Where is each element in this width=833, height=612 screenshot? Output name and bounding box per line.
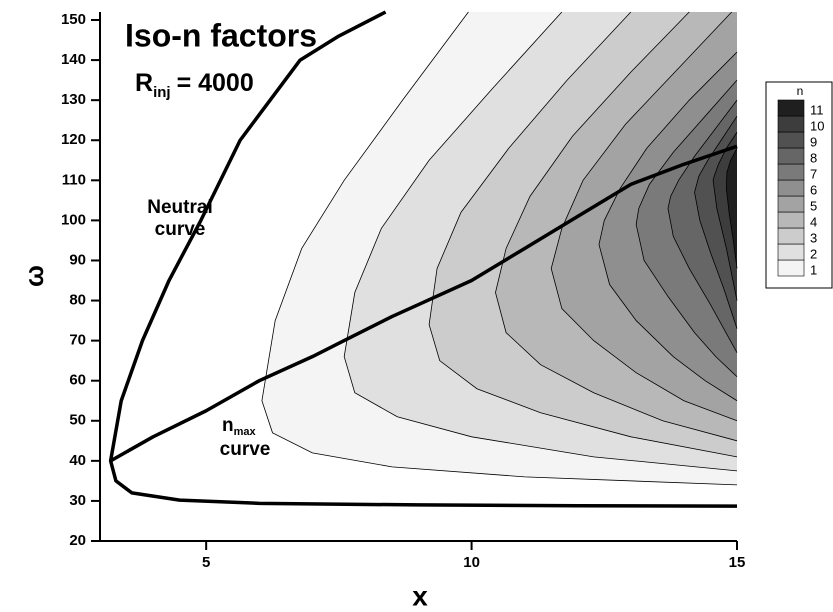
legend-label: 4 [810, 214, 817, 229]
contour-fill [726, 148, 737, 269]
legend-swatch [777, 179, 805, 197]
y-tick-label: 70 [69, 332, 86, 349]
y-tick-label: 140 [61, 51, 86, 68]
nmax-base: n [222, 415, 234, 436]
legend-swatch [777, 131, 805, 149]
legend-swatch [777, 259, 805, 277]
x-tick-label: 5 [202, 554, 210, 571]
legend-swatch [777, 211, 805, 229]
legend-swatch [777, 163, 805, 181]
legend-swatch [777, 115, 805, 133]
legend-label: 1 [810, 262, 817, 277]
x-axis-label: x [412, 580, 428, 611]
y-tick-label: 60 [69, 372, 86, 389]
r-base: R [135, 69, 153, 97]
y-tick-label: 80 [69, 292, 86, 309]
y-tick-label: 130 [61, 91, 86, 108]
contour-line [428, 11, 738, 458]
y-tick-label: 40 [69, 452, 86, 469]
legend-label: 3 [810, 230, 817, 245]
legend-swatch [777, 195, 805, 213]
nmax-label: curve [220, 439, 271, 460]
y-tick-label: 30 [69, 492, 86, 509]
legend-label: 2 [810, 246, 817, 261]
neutral-label: curve [155, 219, 206, 240]
legend-swatch [777, 147, 805, 165]
r-sub: inj [153, 84, 171, 101]
contour-line [495, 11, 738, 442]
curve-line [108, 10, 738, 508]
legend-label: 9 [810, 134, 817, 149]
legend-box [765, 81, 833, 289]
y-tick-label: 150 [61, 11, 86, 28]
legend-label: 6 [810, 182, 817, 197]
contour-line [343, 11, 738, 472]
legend-label: 8 [810, 150, 817, 165]
legend-swatch [777, 227, 805, 245]
legend-label: 10 [810, 118, 824, 133]
contour-line [550, 11, 738, 422]
r-inj-annotation: Rinj = 4000 [135, 69, 254, 101]
legend-title: n [797, 84, 804, 98]
y-tick-label: 120 [61, 131, 86, 148]
curve-line [109, 144, 738, 463]
nmax-label: nmax [222, 415, 257, 438]
y-tick-label: 110 [62, 171, 86, 188]
nmax-sub: max [234, 426, 257, 438]
x-tick-label: 10 [463, 554, 480, 571]
contour-line [598, 51, 738, 402]
y-tick-label: 20 [69, 532, 86, 549]
legend-swatch [777, 243, 805, 261]
legend-label: 11 [810, 102, 824, 117]
y-tick-label: 100 [61, 211, 86, 228]
neutral-label: Neutral [147, 197, 212, 218]
y-axis-label: ω [19, 265, 49, 287]
x-tick-label: 15 [729, 554, 746, 571]
chart-title: Iso-n factors [125, 17, 317, 53]
contour-line [667, 99, 738, 353]
legend-label: 5 [810, 198, 817, 213]
contour-line [694, 115, 738, 329]
legend-label: 7 [810, 166, 817, 181]
y-tick-label: 90 [69, 251, 86, 268]
r-rest: = 4000 [177, 69, 254, 97]
contour-line [635, 79, 738, 377]
contour-line [725, 148, 738, 269]
y-tick-label: 50 [69, 412, 86, 429]
contour-line [261, 11, 738, 486]
legend-swatch [777, 99, 805, 117]
